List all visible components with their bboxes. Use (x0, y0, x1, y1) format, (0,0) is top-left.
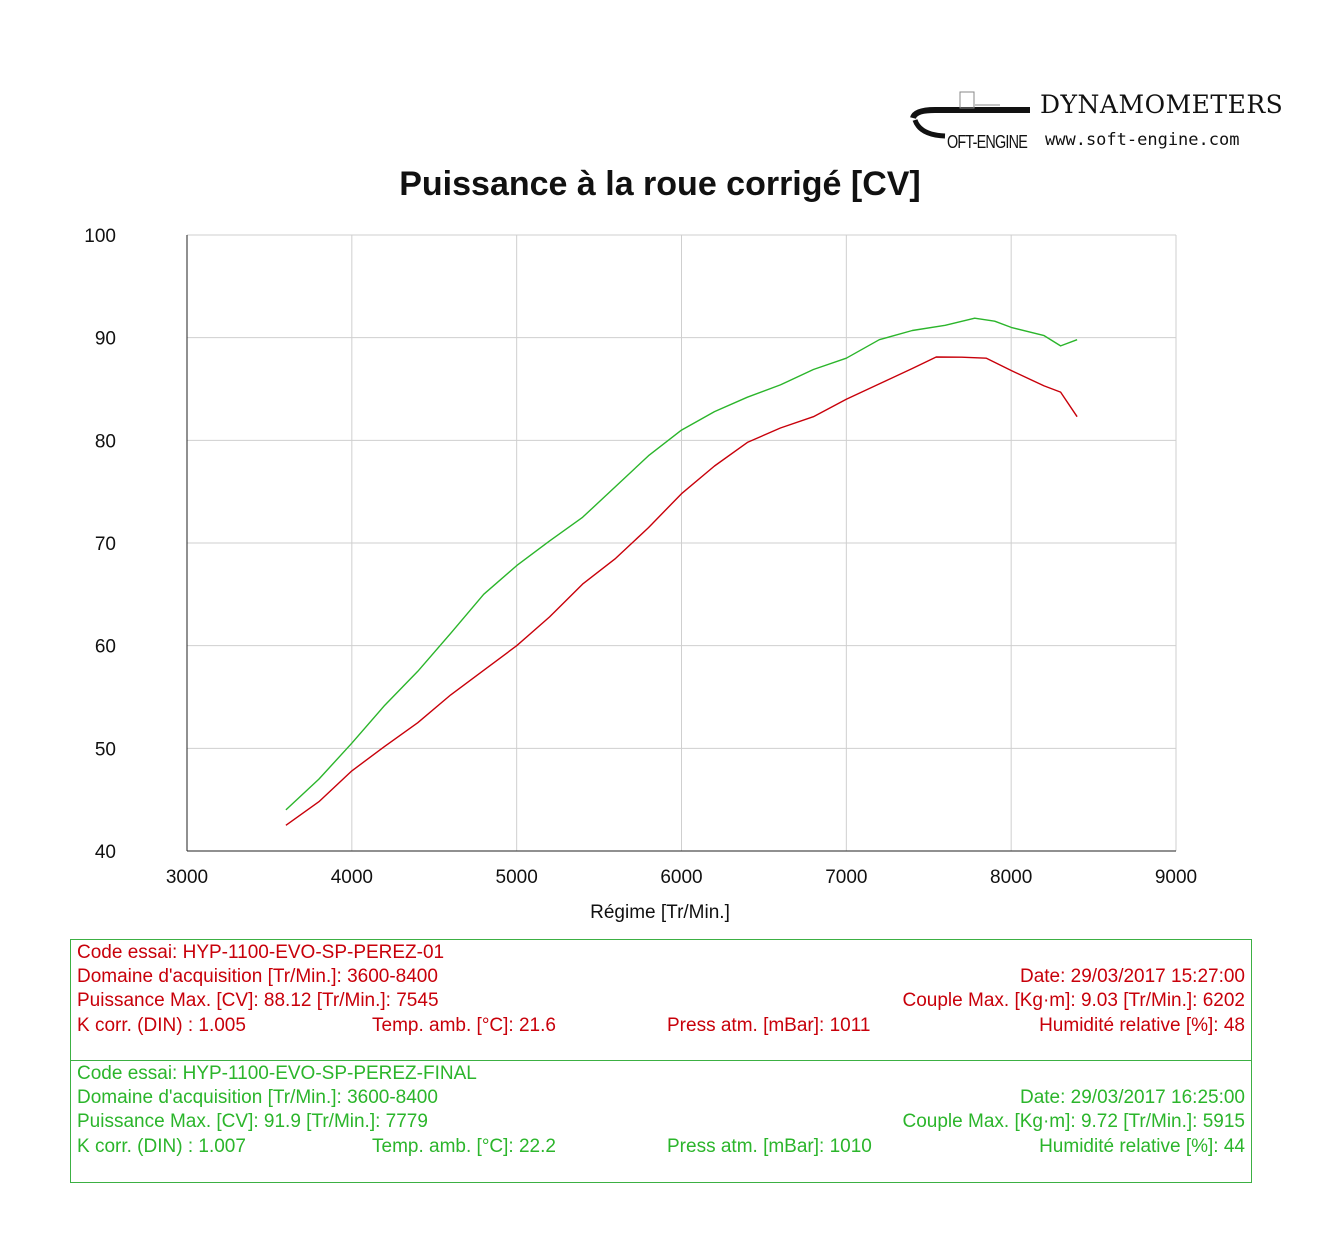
logo-swoosh-icon (910, 91, 1030, 139)
run2-date: Date: 29/03/2017 16:25:00 (1019, 1087, 1245, 1108)
run1-humidity: Humidité relative [%]: 48 (1039, 1015, 1245, 1036)
run2-temp: Temp. amb. [°C]: 22.2 (372, 1136, 556, 1157)
series-line-2 (285, 317, 1078, 811)
chart-series (285, 317, 1078, 826)
y-tick-label: 90 (95, 329, 116, 350)
run2-info-panel: Code essai: HYP-1100-EVO-SP-PEREZ-FINAL … (70, 1060, 1252, 1183)
x-tick-label: 5000 (496, 867, 538, 888)
run1-puissance: Puissance Max. [CV]: 88.12 [Tr/Min.]: 75… (77, 990, 439, 1011)
run2-kcorr: K corr. (DIN) : 1.007 (77, 1136, 246, 1157)
run1-info-panel: Code essai: HYP-1100-EVO-SP-PEREZ-01 Dom… (70, 939, 1252, 1061)
y-tick-label: 40 (95, 842, 116, 863)
y-tick-label: 100 (84, 226, 116, 247)
logo-brand: DYNAMOMETERS (1040, 90, 1284, 119)
power-chart: Puissance à la roue corrigé [CV] 3000 400… (84, 165, 1197, 923)
logo-mark: OFT-ENGINE (947, 132, 1028, 152)
x-tick-label: 3000 (166, 867, 208, 888)
chart-title: Puissance à la roue corrigé [CV] (399, 165, 921, 203)
x-tick-label: 8000 (990, 867, 1032, 888)
run1-kcorr: K corr. (DIN) : 1.005 (77, 1015, 246, 1036)
x-tick-label: 6000 (660, 867, 702, 888)
run1-temp: Temp. amb. [°C]: 21.6 (372, 1015, 556, 1036)
run1-press: Press atm. [mBar]: 1011 (667, 1015, 871, 1036)
y-tick-label: 50 (95, 739, 116, 760)
y-tick-label: 60 (95, 637, 116, 658)
x-axis-label: Régime [Tr/Min.] (590, 902, 730, 923)
x-tick-label: 7000 (825, 867, 867, 888)
run1-domaine: Domaine d'acquisition [Tr/Min.]: 3600-84… (77, 966, 438, 987)
run2-press: Press atm. [mBar]: 1010 (667, 1136, 872, 1157)
soft-engine-logo: DYNAMOMETERS OFT-ENGINE www.soft-engine.… (905, 60, 1285, 160)
run1-couple: Couple Max. [Kg·m]: 9.03 [Tr/Min.]: 6202 (902, 990, 1246, 1011)
x-tick-label: 4000 (331, 867, 373, 888)
logo-url: www.soft-engine.com (1045, 130, 1240, 150)
run2-humidity: Humidité relative [%]: 44 (1039, 1136, 1245, 1157)
series-line-1 (285, 356, 1078, 826)
run1-date: Date: 29/03/2017 15:27:00 (1019, 966, 1245, 987)
y-tick-label: 70 (95, 534, 116, 555)
x-tick-label: 9000 (1155, 867, 1197, 888)
chart-grid (187, 234, 1177, 851)
run2-couple: Couple Max. [Kg·m]: 9.72 [Tr/Min.]: 5915 (902, 1111, 1246, 1132)
chart-axes: 3000 4000 5000 6000 7000 8000 9000 40 50 60 70 80 90… (84, 226, 1197, 888)
run2-puissance: Puissance Max. [CV]: 91.9 [Tr/Min.]: 777… (77, 1111, 428, 1132)
run2-domaine: Domaine d'acquisition [Tr/Min.]: 3600-84… (77, 1087, 438, 1108)
run2-code: Code essai: HYP-1100-EVO-SP-PEREZ-FINAL (77, 1063, 477, 1084)
y-tick-label: 80 (95, 431, 116, 452)
run1-code: Code essai: HYP-1100-EVO-SP-PEREZ-01 (77, 942, 445, 963)
